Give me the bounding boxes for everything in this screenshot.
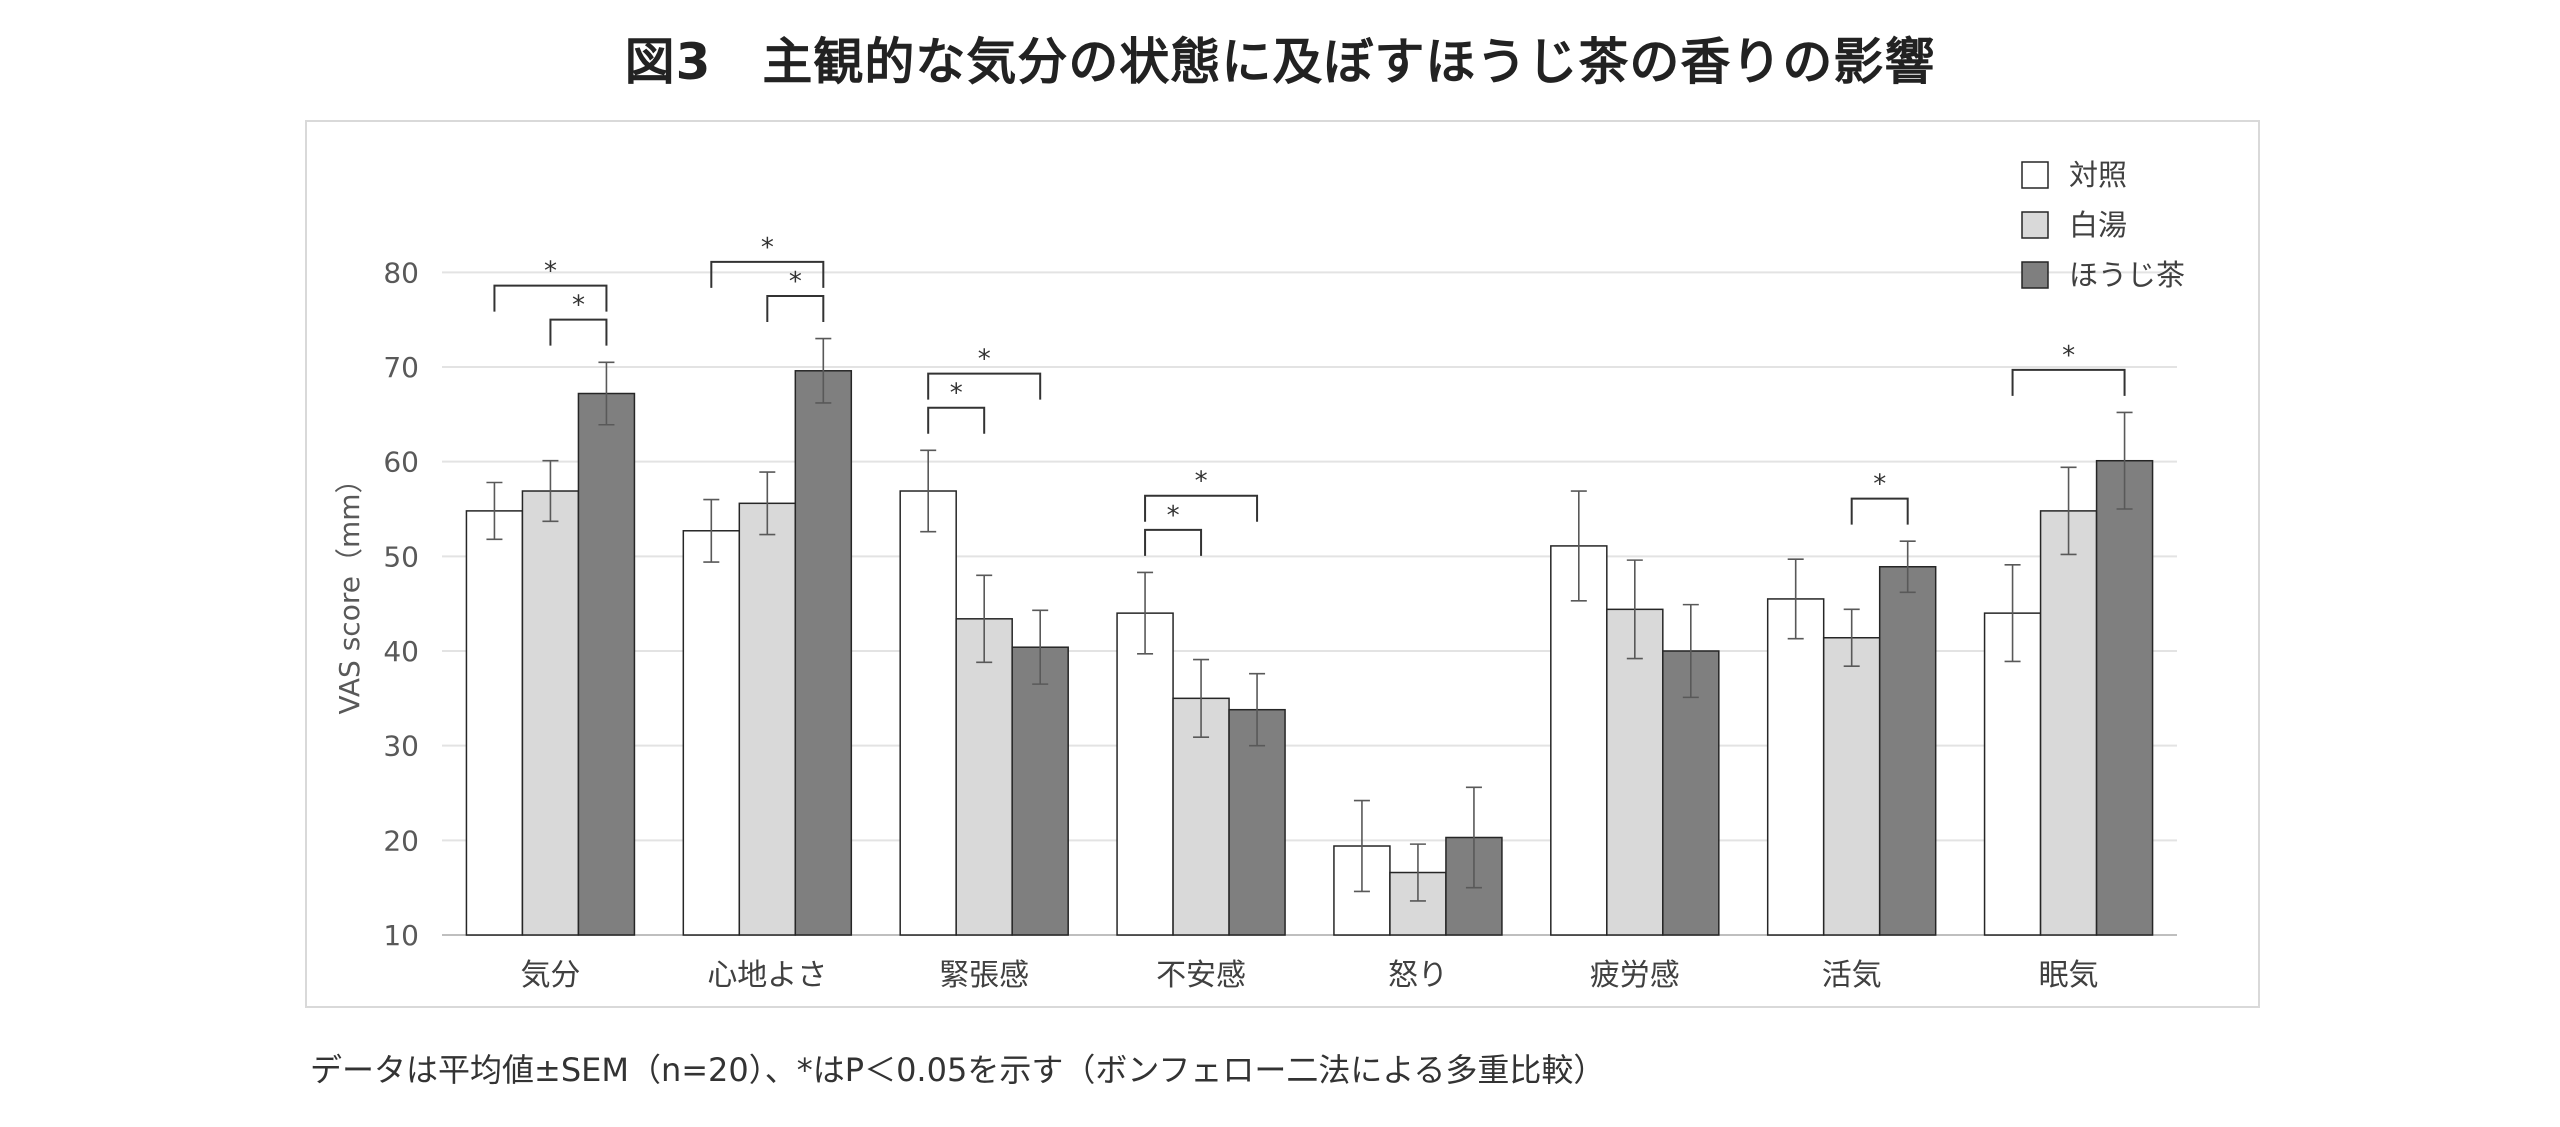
significance-star: * (978, 345, 991, 375)
bar (1766, 598, 1825, 936)
legend-swatch (2021, 261, 2049, 289)
y-tick-label: 10 (383, 919, 419, 952)
bar (955, 618, 1013, 936)
significance-star: * (761, 233, 774, 263)
y-tick-label: 70 (383, 351, 419, 384)
bar (899, 490, 957, 936)
bar (1822, 636, 1881, 936)
significance-star: * (2062, 341, 2075, 371)
significance-bracket (549, 318, 608, 346)
y-tick-labels: 10 20 30 40 50 60 70 80 (383, 256, 419, 952)
significance-brackets: * * * * * * * * * * (493, 233, 2126, 556)
significance-bracket (1144, 494, 1259, 522)
significance-star: * (1873, 470, 1886, 500)
legend-label: ほうじ茶 (2069, 258, 2185, 292)
category-labels: 気分 心地よさ 緊張感 不安感 怒り 疲労感 活気 眠気 (520, 958, 2098, 993)
chart-title: 図3 主観的な気分の状態に及ぼすほうじ茶の香りの影響 (624, 33, 1936, 91)
significance-star: * (789, 267, 802, 297)
y-tick-label: 50 (383, 540, 419, 573)
significance-bracket (927, 372, 1042, 400)
legend-label: 対照 (2069, 158, 2127, 192)
y-tick-label: 30 (383, 730, 419, 763)
significance-bracket (2011, 368, 2126, 396)
category-label: 疲労感 (1590, 958, 1680, 993)
bar-chart: 10 20 30 40 50 60 70 80 * * * * * * * * * * 気分 心地よさ 緊張感 不安感… (333, 158, 2185, 993)
y-tick-label: 60 (383, 446, 419, 479)
y-tick-label: 40 (383, 635, 419, 668)
category-label: 不安感 (1156, 958, 1246, 993)
significance-star: * (1167, 501, 1180, 531)
significance-star: * (572, 291, 585, 321)
legend-swatch (2021, 211, 2049, 239)
y-tick-label: 20 (383, 824, 419, 857)
significance-star: * (1195, 467, 1208, 497)
bar (1662, 650, 1720, 936)
y-axis-label: VAS score（mm） (333, 466, 366, 715)
category-label: 怒り (1388, 958, 1448, 993)
bar (2095, 459, 2154, 936)
significance-bracket (766, 295, 825, 322)
bars (465, 370, 2154, 936)
significance-star: * (544, 257, 557, 287)
legend-swatch (2021, 161, 2049, 189)
bar (1983, 612, 2042, 936)
significance-bracket (1850, 497, 1909, 525)
bar (1116, 612, 1174, 936)
chart-frame: 10 20 30 40 50 60 70 80 * * * * * * * * * * 気分 心地よさ 緊張感 不安感… (305, 120, 2260, 1008)
category-label: 活気 (1822, 958, 1882, 993)
bar (577, 392, 636, 936)
category-label: 心地よさ (707, 958, 827, 993)
category-label: 眠気 (2039, 958, 2099, 993)
significance-bracket (927, 406, 986, 434)
significance-bracket (1144, 528, 1203, 556)
bar (794, 370, 853, 936)
bar (465, 510, 524, 936)
bar (2039, 510, 2098, 936)
bar (1550, 545, 1608, 936)
significance-star: * (950, 379, 963, 409)
bar (1878, 565, 1937, 936)
bar (1011, 646, 1069, 936)
significance-bracket (710, 260, 825, 288)
bar (682, 530, 741, 936)
y-tick-label: 80 (383, 256, 419, 289)
category-label: 気分 (520, 958, 580, 993)
error-bars (486, 337, 2133, 902)
bar (738, 502, 797, 936)
legend-label: 白湯 (2069, 208, 2127, 242)
footnote: データは平均値±SEM（n=20）、*はP＜0.05を示す（ボンフェロー二法によ… (310, 1051, 1606, 1089)
significance-bracket (493, 284, 608, 312)
category-label: 緊張感 (939, 958, 1029, 993)
bar (521, 490, 580, 936)
